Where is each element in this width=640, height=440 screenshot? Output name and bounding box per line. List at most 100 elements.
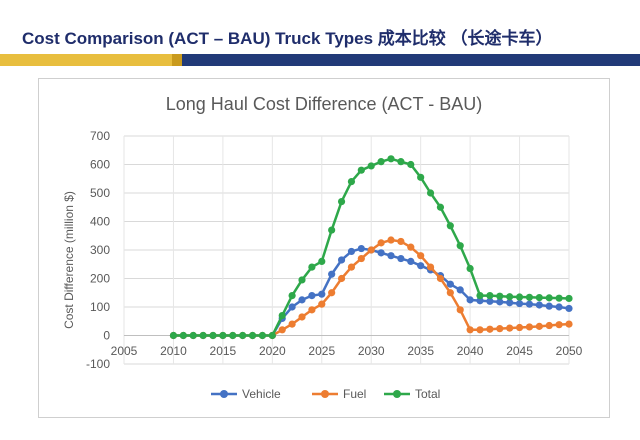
data-point-fuel [446,289,454,297]
data-point-vehicle [506,299,514,307]
y-tick-label: 0 [103,329,110,343]
data-point-total [446,222,454,230]
data-point-vehicle [496,298,504,306]
data-point-fuel [278,326,286,334]
data-point-vehicle [525,300,534,308]
data-point-vehicle [456,286,464,294]
data-point-vehicle [555,303,563,311]
legend-marker-total [393,390,401,398]
data-point-vehicle [565,304,573,313]
data-point-total [525,293,534,301]
data-point-total [219,331,227,340]
x-tick-label: 2015 [210,344,237,358]
data-point-vehicle [377,249,385,257]
data-point-total [397,158,405,166]
data-point-total [387,155,395,163]
data-point-vehicle [347,247,356,256]
data-point-total [496,292,504,300]
data-point-vehicle [545,302,553,310]
data-point-total [318,257,326,265]
data-point-total [308,263,316,271]
data-point-fuel [486,325,494,333]
data-point-total [248,331,257,340]
data-point-fuel [515,323,524,332]
data-point-fuel [476,326,484,334]
data-point-fuel [545,321,553,330]
data-point-total [298,276,306,284]
x-tick-label: 2040 [457,344,484,358]
y-tick-label: 100 [90,300,110,314]
slide-title: Cost Comparison (ACT – BAU) Truck Types … [22,29,553,48]
x-tick-label: 2010 [160,344,187,358]
data-point-fuel [298,313,306,321]
data-point-total [417,173,425,181]
x-tick-label: 2005 [111,344,138,358]
data-point-total [229,331,237,340]
data-point-total [367,162,375,170]
x-tick-label: 2050 [556,344,583,358]
x-tick-label: 2030 [358,344,385,358]
data-point-total [506,293,514,301]
data-point-total [209,331,217,340]
legend-marker-vehicle [220,390,228,398]
data-point-total [199,331,207,340]
data-point-vehicle [535,301,543,309]
x-tick-label: 2035 [407,344,434,358]
data-point-total [466,264,474,273]
data-point-vehicle [466,296,474,304]
x-tick-label: 2045 [506,344,533,358]
data-point-fuel [555,321,563,329]
data-point-fuel [525,323,534,331]
legend-label-fuel: Fuel [343,387,366,401]
y-tick-label: 200 [90,272,110,286]
data-point-fuel [565,320,573,328]
data-point-vehicle [337,256,346,264]
data-point-vehicle [515,299,524,308]
data-point-fuel [387,236,395,244]
chart-title: Long Haul Cost Difference (ACT - BAU) [166,94,482,114]
x-tick-label: 2020 [259,344,286,358]
data-point-fuel [397,237,405,246]
data-point-fuel [426,263,435,271]
data-point-vehicle [486,297,494,305]
data-point-fuel [347,263,356,271]
data-point-vehicle [318,290,326,298]
data-point-total [407,160,415,169]
data-point-total [258,331,267,340]
x-tick-label: 2025 [308,344,335,358]
data-point-total [347,178,356,186]
data-point-total [239,331,247,340]
y-tick-label: -100 [86,357,110,371]
data-point-vehicle [288,303,296,311]
data-point-vehicle [417,262,425,270]
data-point-vehicle [476,297,484,305]
data-point-fuel [436,274,445,283]
data-point-total [436,203,445,211]
data-point-fuel [466,326,474,334]
data-point-total [189,331,197,340]
data-point-total [328,226,336,234]
data-point-fuel [417,252,425,260]
data-point-total [357,166,365,174]
legend-label-vehicle: Vehicle [242,387,281,401]
y-tick-label: 600 [90,158,110,172]
y-tick-label: 500 [90,186,110,200]
data-point-fuel [357,254,365,263]
data-point-total [456,242,464,250]
data-point-total [535,293,543,302]
data-point-total [169,331,178,340]
data-point-fuel [506,324,514,332]
data-point-total [179,331,187,340]
data-point-total [288,292,296,300]
data-point-fuel [535,322,543,330]
header-rule-accent [0,54,172,66]
data-point-fuel [308,306,316,314]
data-point-fuel [456,306,464,314]
header-rule-accent-dark [172,54,182,66]
data-point-vehicle [328,270,336,278]
y-tick-label: 300 [90,243,110,257]
data-point-vehicle [308,292,316,300]
chart-frame: Long Haul Cost Difference (ACT - BAU) -10… [38,78,610,418]
data-point-total [545,294,553,302]
data-point-fuel [328,289,336,297]
